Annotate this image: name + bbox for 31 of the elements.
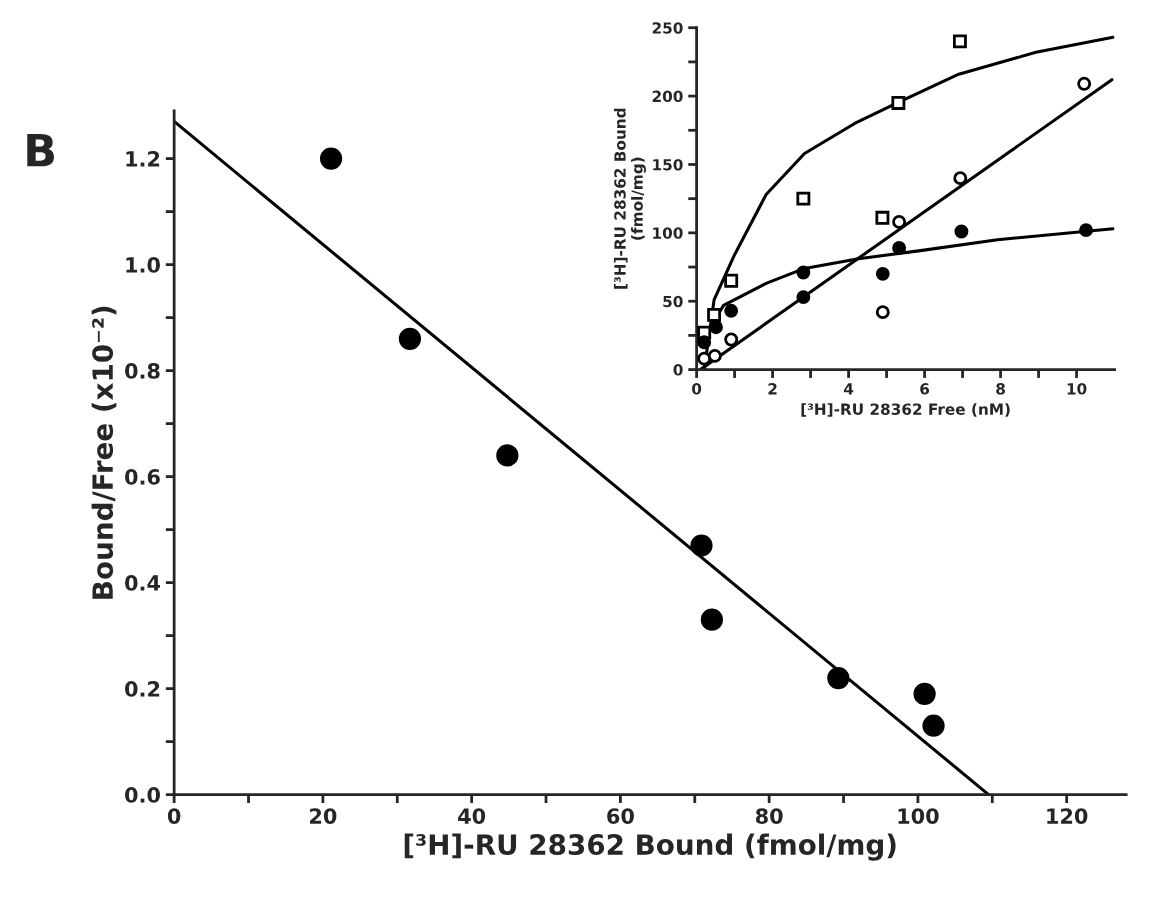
y-tick-label: 0.8	[125, 363, 160, 379]
y-tick-label: 150	[653, 158, 683, 171]
x-tick-label: 0	[692, 383, 702, 395]
y-axis-title: [³H]-RU 28362 Bound (fmol/mg)	[613, 108, 646, 289]
y-tick-label: 1.2	[126, 151, 160, 167]
x-tick-label: 10	[1067, 383, 1087, 395]
y-axis-title: Bound/Free (x10⁻²)	[91, 306, 117, 599]
y-tick-label: 0	[673, 364, 683, 376]
x-tick-label: 2	[768, 383, 777, 395]
text: B	[27, 133, 54, 167]
y-tick-label: 1.0	[126, 257, 160, 273]
y-tick-label: 0.2	[125, 681, 160, 697]
y-tick-label: 0.0	[125, 787, 160, 803]
x-tick-label: 8	[996, 383, 1005, 395]
x-tick-label: 80	[755, 808, 783, 824]
y-tick-label: 200	[652, 90, 683, 103]
y-tick-label: 100	[653, 227, 683, 239]
x-tick-label: 120	[1047, 808, 1088, 824]
y-tick-label: 250	[652, 22, 683, 34]
x-axis-title: [³H]-RU 28362 Bound (fmol/mg)	[404, 833, 896, 861]
y-tick-label: 0.4	[125, 575, 160, 591]
x-tick-label: 60	[607, 808, 634, 824]
x-tick-label: 40	[458, 808, 486, 824]
x-tick-label: 20	[310, 808, 337, 824]
x-tick-label: 100	[898, 808, 939, 824]
x-axis-title: [³H]-RU 28362 Free (nM)	[801, 403, 1010, 417]
y-tick-label: 0.6	[125, 469, 160, 485]
y-tick-label: 50	[663, 295, 683, 308]
x-tick-label: 4	[843, 383, 854, 395]
x-tick-label: 6	[920, 383, 930, 395]
x-tick-label: 0	[167, 808, 181, 824]
